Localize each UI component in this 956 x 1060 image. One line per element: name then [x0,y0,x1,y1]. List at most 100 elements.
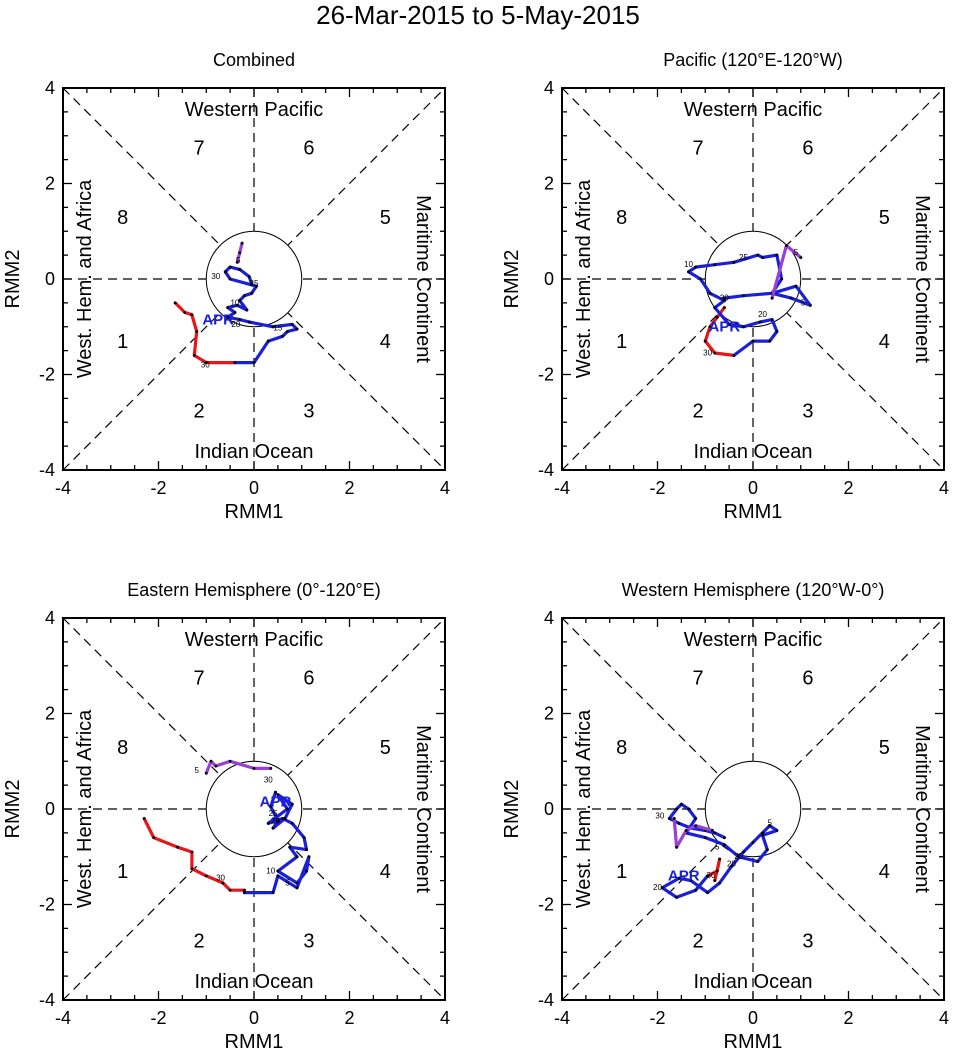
day-label: 20 [231,320,240,329]
trajectory-point [228,759,232,763]
region-label-right: Maritime Continent [911,725,933,893]
trajectory-point [730,864,733,868]
day-label: 30 [201,360,210,369]
trajectory-point [238,318,242,321]
trajectory-point [243,888,246,892]
trajectory-point [176,845,180,849]
trajectory-point [190,867,194,871]
y-axis-label: RMM2 [2,250,24,309]
trajectory-point [269,805,273,809]
month-label: APR [260,794,292,811]
x-tick-label: 0 [748,478,758,498]
phase-number: 5 [879,207,890,229]
day-label: 25 [250,279,259,288]
day-label: 15 [273,324,282,333]
trajectory-point [799,256,803,259]
phase-number: 6 [303,138,314,160]
trajectory-point [290,322,294,326]
trajectory-point [233,311,237,314]
x-tick-label: 0 [249,1008,259,1028]
trajectory-point [761,831,764,835]
trajectory-point [722,296,726,300]
trajectory-point [703,339,707,343]
trajectory-point [672,817,676,820]
trajectory-point [722,843,726,847]
trajectory-point [660,886,664,890]
trajectory-point [718,857,721,861]
trajectory-point [290,821,294,825]
trajectory-point [152,836,156,840]
trajectory-point [770,318,774,321]
phase-number: 8 [616,737,627,759]
y-tick-label: 0 [45,799,55,819]
trajectory-point [281,817,285,820]
trajectory-point [288,845,292,849]
day-label: 30 [707,871,716,880]
chart-panel-4: Western Hemisphere (120°W-0°) -4-4 -2 -2 0 0 2… [501,580,949,1053]
trajectory-point [706,891,710,894]
trajectory-point [269,767,273,770]
trajectory-point [675,807,678,811]
trajectory-point [742,850,745,854]
trajectory-point [703,836,707,840]
trajectory-point [694,888,698,892]
trajectory-point [228,277,232,281]
phase-number: 3 [802,930,813,952]
chart-panel-3: Eastern Hemisphere (0°-120°E) -4-4 -2 -2 0 0 2… [2,580,450,1053]
day-label: 5 [236,256,241,265]
y-tick-label: -2 [538,365,554,385]
trajectory-point [737,855,741,859]
x-tick-label: -4 [554,1008,570,1028]
trajectory-point [173,301,177,305]
trajectory-point [240,241,244,245]
y-tick-label: -2 [39,895,55,915]
trajectory-point [758,320,762,324]
trajectory-point [677,821,681,825]
phase-number: 5 [879,737,890,759]
phase-number: 6 [802,668,813,690]
trajectory-point [271,826,275,830]
trajectory-point [238,268,242,271]
day-label: 30 [216,874,225,883]
trajectory-point [684,829,688,832]
phase-number: 5 [380,207,391,229]
trajectory-point [295,327,299,331]
trajectory-point [715,315,719,319]
day-label: 20 [727,859,736,868]
phase-number: 2 [194,400,205,422]
phase-number: 7 [194,138,205,160]
trajectory-point [290,802,294,806]
x-tick-label: 2 [344,478,354,498]
trajectory-point [271,891,275,894]
trajectory-point [195,330,199,333]
trajectory-point [302,836,306,840]
trajectory-point [715,869,719,873]
phase-number: 8 [117,737,128,759]
phase-number: 3 [303,400,314,422]
x-tick-label: -2 [150,1008,166,1028]
region-label-left: West. Hem. and Africa [74,179,96,378]
y-tick-label: 4 [45,78,55,98]
phase-number: 1 [117,861,128,883]
trajectory-point [708,291,712,295]
phase-number: 3 [802,400,813,422]
region-label-left: West. Hem. and Africa [74,709,96,908]
region-label-bottom: Indian Ocean [694,441,813,463]
trajectory-point [226,315,230,319]
trajectory-point [247,320,251,324]
trajectory-point [775,253,779,257]
day-label: 10 [266,866,275,875]
x-tick-label: 2 [843,478,853,498]
day-label: 10 [684,260,693,269]
phase-number: 2 [194,930,205,952]
day-label: 10 [230,298,239,307]
day-label: 20 [653,883,662,892]
y-tick-label: -4 [39,460,55,480]
y-tick-label: -2 [39,365,55,385]
trajectory-point [250,291,254,295]
day-label: 20 [271,816,280,825]
trajectory-point [722,306,726,310]
y-tick-label: 4 [544,608,554,628]
trajectory-march [703,306,736,357]
trajectory-point [768,339,772,343]
